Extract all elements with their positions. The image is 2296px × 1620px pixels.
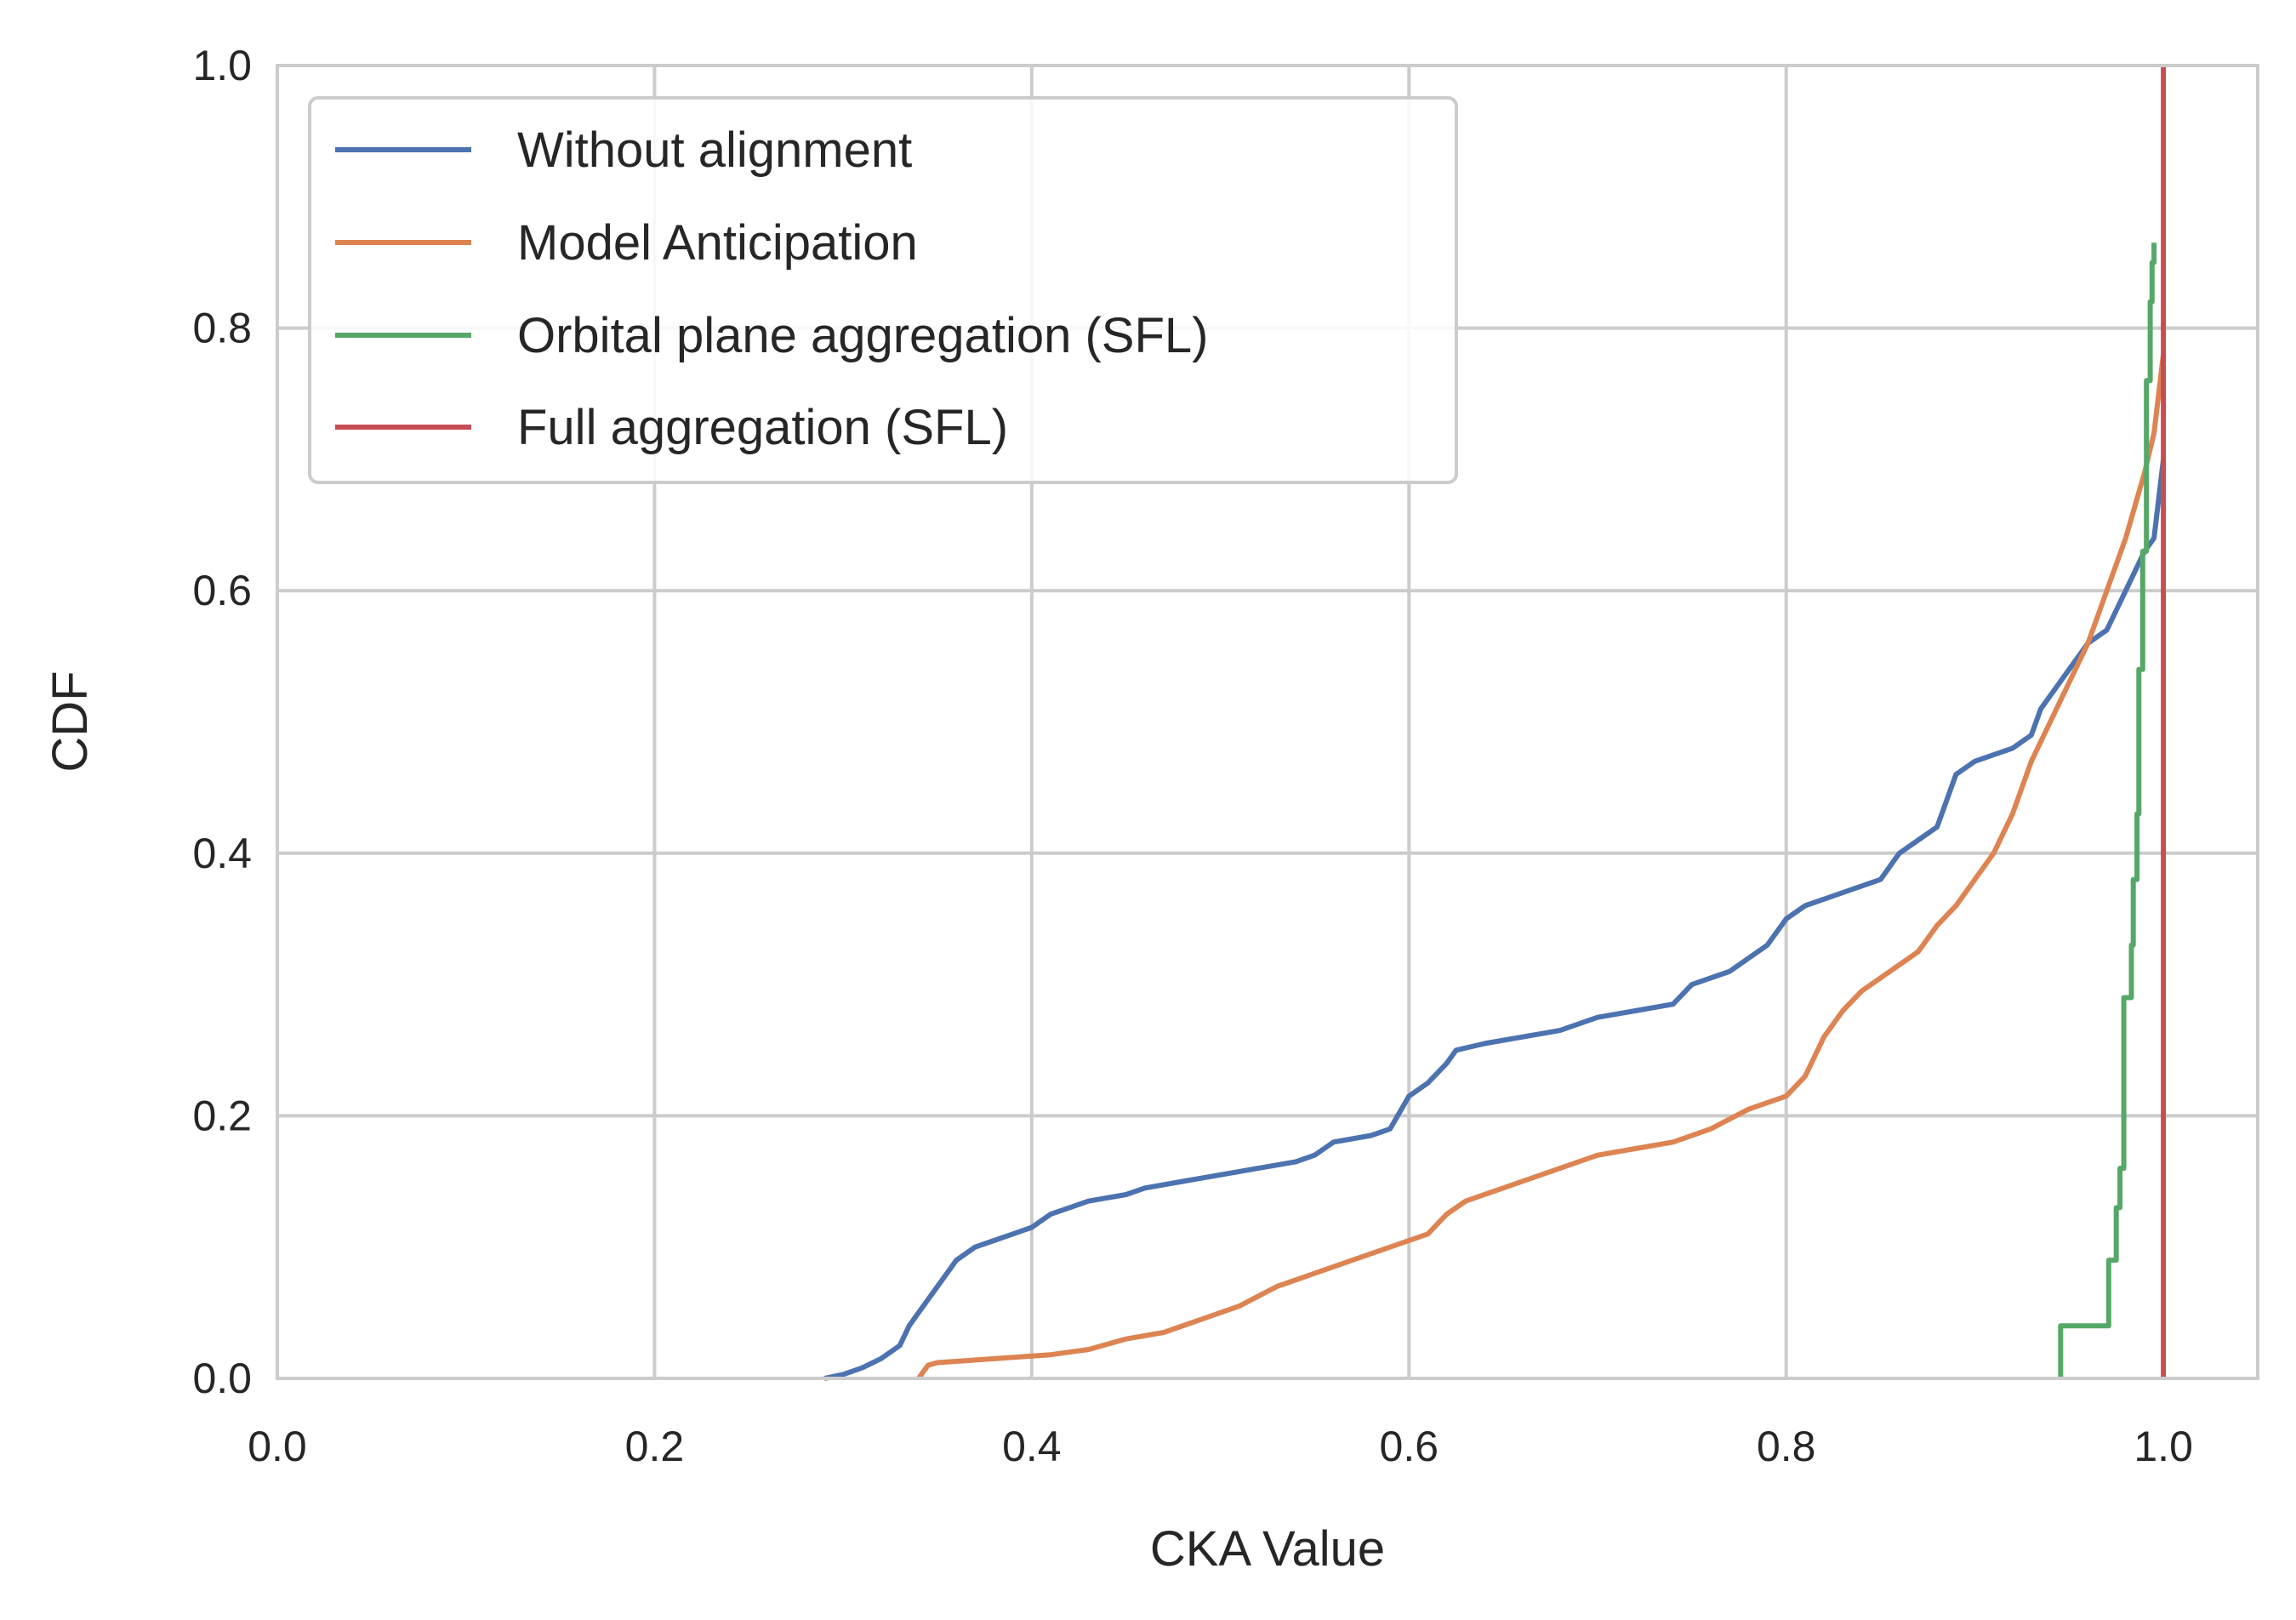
legend-label-orbital-plane-aggregation: Orbital plane aggregation (SFL): [517, 308, 1208, 363]
x-tick-label: 1.0: [2134, 1423, 2193, 1470]
series-line-without-alignment: [823, 459, 2167, 1381]
y-tick-labels: 0.0 0.2 0.4 0.6 0.8 1.0: [192, 42, 252, 1402]
x-tick-label: 0.8: [1757, 1423, 1816, 1470]
y-tick-label: 0.4: [192, 830, 252, 877]
legend-label-model-anticipation: Model Anticipation: [517, 215, 918, 271]
x-tick-label: 0.2: [625, 1423, 685, 1470]
y-tick-label: 0.0: [192, 1355, 252, 1402]
y-tick-label: 0.6: [192, 567, 252, 614]
x-axis-title: CKA Value: [1150, 1521, 1385, 1577]
y-tick-label: 0.2: [192, 1092, 252, 1139]
legend-label-full-aggregation: Full aggregation (SFL): [517, 400, 1008, 455]
x-tick-label: 0.6: [1380, 1423, 1439, 1470]
series-line-model-anticipation: [916, 354, 2167, 1380]
y-tick-label: 0.8: [192, 305, 252, 352]
plot-frame: [276, 64, 2259, 1380]
y-axis-title: CDF: [43, 670, 98, 772]
y-tick-label: 1.0: [192, 42, 252, 89]
x-tick-labels: 0.0 0.2 0.4 0.6 0.8 1.0: [248, 1423, 2193, 1470]
legend-label-without-alignment: Without alignment: [517, 123, 912, 178]
series-line-orbital-plane-aggregation-sfl: [2058, 242, 2157, 1378]
legend: Without alignment Model Anticipation Orb…: [308, 96, 1458, 484]
x-tick-label: 0.4: [1002, 1423, 1062, 1470]
x-tick-label: 0.0: [248, 1423, 307, 1470]
legend-box: [308, 96, 1458, 484]
series-layer: [823, 66, 2167, 1381]
